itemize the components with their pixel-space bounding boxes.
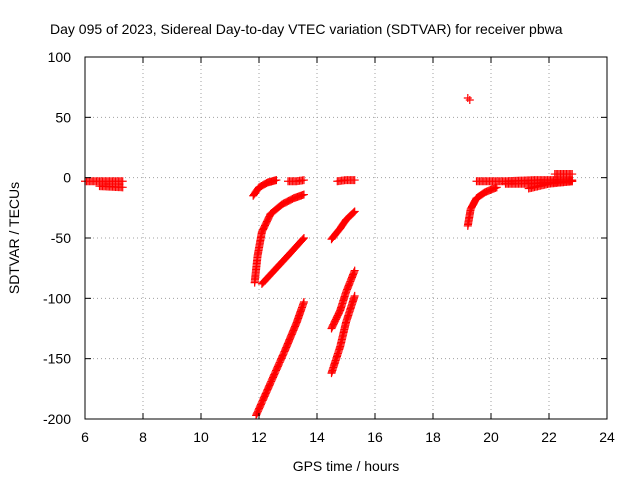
scatter-points (252, 297, 308, 420)
y-tick-label: 100 (48, 49, 72, 65)
series-arc-16 (550, 170, 577, 179)
scatter-points (95, 182, 127, 192)
scatter-points (257, 234, 308, 288)
series-arc-1b (95, 182, 127, 192)
y-tick-label: -200 (43, 411, 71, 427)
x-tick-label: 16 (367, 429, 383, 445)
scatter-points (524, 177, 577, 193)
scatter-points (327, 291, 359, 378)
series-arc-3 (250, 190, 308, 287)
y-tick-label: -150 (43, 351, 71, 367)
series-arc-15 (524, 177, 577, 193)
x-tick-label: 14 (309, 429, 325, 445)
x-tick-label: 20 (483, 429, 499, 445)
scatter-points (250, 190, 308, 287)
scatter-points (333, 176, 359, 186)
series-arc-11 (463, 94, 474, 105)
series-arc-8 (327, 207, 359, 244)
x-tick-label: 8 (139, 429, 147, 445)
x-axis-label: GPS time / hours (293, 458, 400, 474)
y-tick-label: -100 (43, 290, 71, 306)
series-arc-2 (249, 176, 281, 200)
scatter-points (249, 176, 281, 200)
y-axis-label: SDTVAR / TECUs (6, 182, 22, 294)
x-tick-label: 10 (193, 429, 209, 445)
x-tick-label: 6 (81, 429, 89, 445)
y-tick-label: 0 (63, 170, 71, 186)
scatter-points (463, 183, 501, 230)
x-tick-label: 18 (425, 429, 441, 445)
x-tick-label: 12 (251, 429, 267, 445)
x-tick-label: 22 (541, 429, 557, 445)
scatter-points (550, 170, 577, 179)
axis-ticks: 6 8 10 12 14 16 18 20 22 24 -200 -150 -100 -50 0 50 100 (43, 49, 615, 445)
series-arc-9 (327, 266, 359, 333)
series-arc-7 (333, 176, 359, 186)
chart-title: Day 095 of 2023, Sidereal Day-to-day VTE… (50, 21, 563, 37)
scatter-points (327, 207, 359, 244)
series-arc-5 (257, 234, 308, 288)
series-arc-12 (463, 183, 501, 230)
series-arc-6 (252, 297, 308, 420)
data-series (81, 94, 577, 420)
scatter-points (284, 176, 308, 186)
series-arc-4 (284, 176, 308, 186)
y-tick-label: -50 (51, 230, 71, 246)
x-tick-label: 24 (599, 429, 615, 445)
series-arc-10 (327, 291, 359, 378)
grid (85, 57, 607, 419)
y-tick-label: 50 (55, 109, 71, 125)
scatter-points (327, 266, 359, 333)
scatter-points (463, 94, 474, 105)
